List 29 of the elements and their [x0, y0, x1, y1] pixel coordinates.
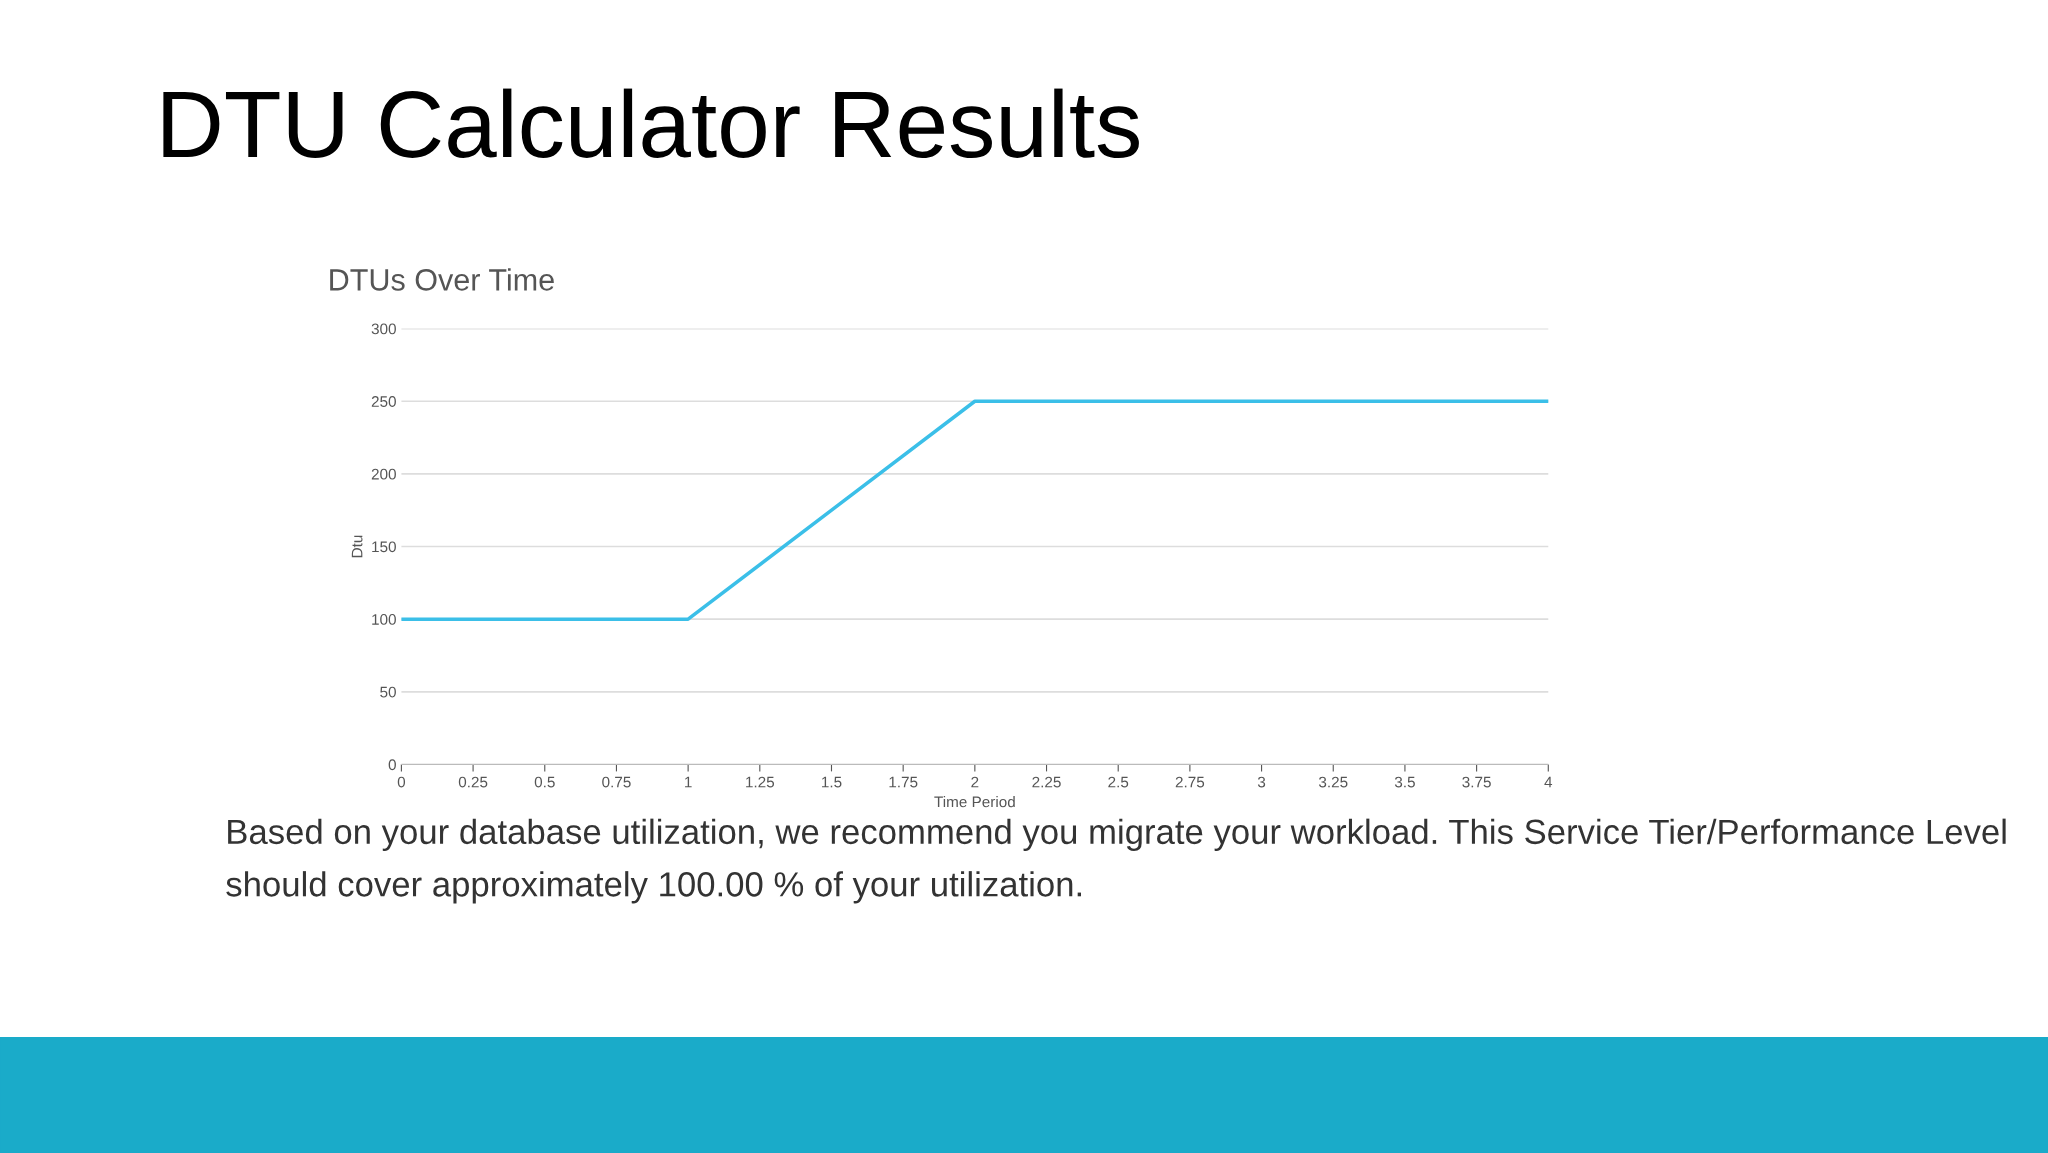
- x-tick-label: 2.25: [1032, 776, 1061, 788]
- y-tick-label: 200: [371, 468, 396, 480]
- y-tick-label: 300: [371, 323, 396, 335]
- x-tick-label: 2.75: [1175, 776, 1205, 788]
- x-tick-label: 2: [971, 776, 979, 788]
- x-tick-label: 4: [1544, 776, 1553, 788]
- x-axis-title: Time Period: [934, 796, 1015, 808]
- y-tick-label: 50: [380, 686, 396, 698]
- x-tick-label: 1: [685, 776, 692, 788]
- x-tick-label: 1.5: [822, 776, 842, 788]
- x-tick-label: 1.25: [746, 776, 775, 788]
- x-tick-label: 2.5: [1108, 776, 1129, 788]
- y-tick-label: 150: [372, 541, 396, 553]
- x-tick-label: 3.75: [1462, 776, 1491, 788]
- chart-subtitle: DTUs Over Time: [330, 268, 554, 291]
- y-axis-title: Dtu: [351, 535, 363, 558]
- x-tick-label: 1.75: [889, 776, 918, 788]
- x-tick-label: 3.25: [1318, 776, 1348, 788]
- x-tick-label: 0: [397, 776, 406, 788]
- y-tick-label: 250: [371, 396, 396, 407]
- y-tick-label: 100: [372, 614, 396, 625]
- x-tick-label: 0.25: [458, 776, 488, 788]
- chart-title: DTU Calculator Results: [163, 88, 1139, 158]
- text: Based on your database utilization, we recommend you migrate your workload. This Service Tier/Performance Level should cover approximately 100.00 % of your utilization.: [226, 818, 2006, 904]
- x-tick-label: 0.75: [602, 776, 631, 788]
- x-tick-label: 3.5: [1394, 776, 1415, 788]
- x-tick-label: 0.5: [534, 776, 555, 788]
- y-tick-label: 0: [388, 759, 396, 771]
- x-tick-label: 3: [1257, 776, 1266, 788]
